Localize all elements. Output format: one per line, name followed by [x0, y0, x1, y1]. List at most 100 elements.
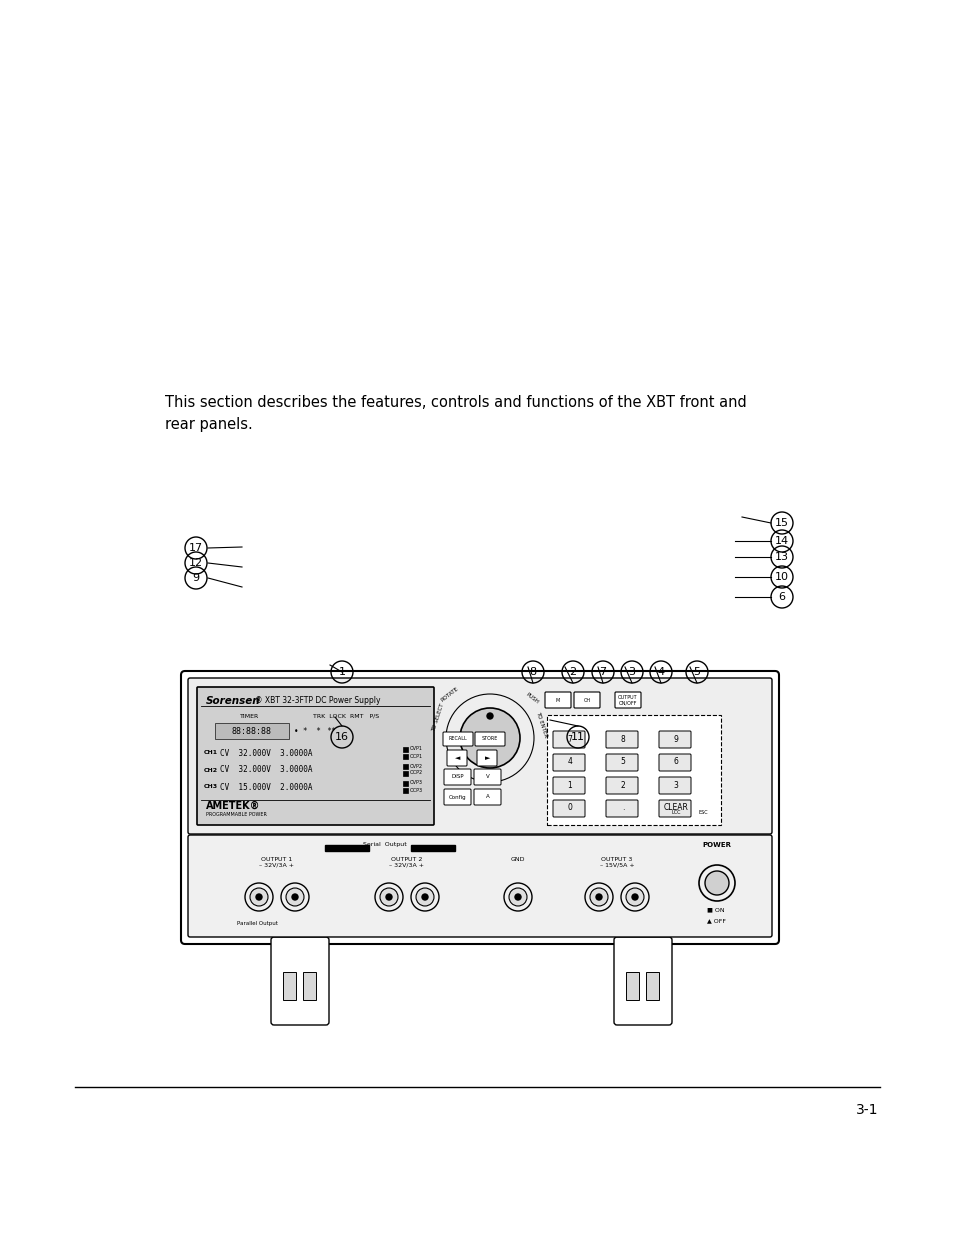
Text: V: V	[486, 774, 489, 779]
Text: OUTPUT 2
– 32V/3A +: OUTPUT 2 – 32V/3A +	[389, 857, 424, 868]
Text: ◄: ◄	[455, 755, 460, 761]
Text: 7: 7	[598, 667, 606, 677]
Bar	[402, 781, 408, 785]
FancyBboxPatch shape	[196, 687, 434, 825]
FancyBboxPatch shape	[544, 692, 571, 708]
FancyBboxPatch shape	[271, 937, 329, 1025]
Text: ROTATE: ROTATE	[439, 685, 459, 703]
Text: GND: GND	[510, 857, 525, 862]
Text: OVP1: OVP1	[410, 746, 422, 752]
FancyBboxPatch shape	[614, 937, 671, 1025]
FancyBboxPatch shape	[553, 755, 584, 771]
FancyBboxPatch shape	[475, 732, 504, 746]
Text: 0: 0	[567, 804, 572, 813]
Text: LCC: LCC	[671, 809, 680, 815]
Circle shape	[589, 888, 607, 906]
Bar	[303, 972, 315, 1000]
Text: 9: 9	[193, 573, 199, 583]
Text: ▲ OFF: ▲ OFF	[706, 919, 725, 924]
Bar	[411, 845, 455, 851]
Circle shape	[421, 894, 428, 900]
Text: 6: 6	[673, 757, 678, 767]
FancyBboxPatch shape	[442, 732, 473, 746]
Text: ►: ►	[485, 755, 490, 761]
Text: CV  15.000V  2.0000A: CV 15.000V 2.0000A	[220, 783, 313, 792]
FancyBboxPatch shape	[188, 835, 771, 937]
Circle shape	[625, 888, 643, 906]
Text: 9: 9	[673, 735, 678, 743]
Text: CH3: CH3	[204, 784, 218, 789]
Text: OVP2: OVP2	[410, 763, 422, 768]
Text: OCP3: OCP3	[410, 788, 423, 793]
Text: 3-1: 3-1	[855, 1103, 877, 1116]
Text: CH2: CH2	[204, 767, 218, 773]
Text: 3: 3	[628, 667, 635, 677]
FancyBboxPatch shape	[553, 777, 584, 794]
Text: OUTPUT 3
– 15V/5A +: OUTPUT 3 – 15V/5A +	[599, 857, 634, 868]
FancyBboxPatch shape	[214, 722, 289, 739]
FancyBboxPatch shape	[605, 731, 638, 748]
Circle shape	[255, 894, 262, 900]
Circle shape	[459, 708, 519, 768]
Text: TO SELECT: TO SELECT	[431, 703, 444, 732]
Circle shape	[509, 888, 526, 906]
Text: CV  32.000V  3.0000A: CV 32.000V 3.0000A	[220, 766, 313, 774]
Text: 5: 5	[693, 667, 700, 677]
Text: TRK  LOCK  RMT   P/S: TRK LOCK RMT P/S	[313, 714, 378, 719]
Circle shape	[416, 888, 434, 906]
Text: AMETEK®: AMETEK®	[206, 802, 260, 811]
FancyBboxPatch shape	[659, 755, 690, 771]
Text: 8: 8	[529, 667, 536, 677]
Text: 11: 11	[571, 732, 584, 742]
Text: A: A	[486, 794, 489, 799]
FancyBboxPatch shape	[615, 692, 640, 708]
Bar	[625, 972, 639, 1000]
Text: 4: 4	[567, 757, 572, 767]
FancyBboxPatch shape	[553, 731, 584, 748]
Text: OCP2: OCP2	[410, 771, 423, 776]
Text: 14: 14	[774, 536, 788, 546]
Text: OVP3: OVP3	[410, 781, 422, 785]
Text: DISP: DISP	[451, 774, 464, 779]
FancyBboxPatch shape	[443, 789, 471, 805]
Text: 2: 2	[620, 781, 625, 789]
Bar	[402, 764, 408, 769]
FancyBboxPatch shape	[476, 750, 497, 766]
Bar	[402, 771, 408, 776]
Circle shape	[250, 888, 268, 906]
FancyBboxPatch shape	[447, 750, 467, 766]
Text: Parallel Output: Parallel Output	[236, 920, 277, 925]
FancyBboxPatch shape	[659, 731, 690, 748]
Circle shape	[386, 894, 392, 900]
Circle shape	[379, 888, 397, 906]
Text: 88:88:88: 88:88:88	[232, 726, 272, 736]
FancyBboxPatch shape	[546, 715, 720, 825]
Text: ESC: ESC	[698, 809, 707, 815]
Text: 10: 10	[774, 572, 788, 582]
Text: M: M	[556, 698, 559, 703]
FancyBboxPatch shape	[553, 800, 584, 818]
Bar	[645, 972, 659, 1000]
Text: CV  32.000V  3.0000A: CV 32.000V 3.0000A	[220, 748, 313, 757]
Text: 16: 16	[335, 732, 349, 742]
FancyBboxPatch shape	[181, 671, 779, 944]
Bar	[402, 755, 408, 760]
Text: OUTPUT
ON/OFF: OUTPUT ON/OFF	[618, 694, 638, 705]
Circle shape	[515, 894, 520, 900]
Text: 12: 12	[189, 558, 203, 568]
Text: 17: 17	[189, 543, 203, 553]
Text: PROGRAMMABLE POWER: PROGRAMMABLE POWER	[206, 811, 267, 816]
Bar	[325, 845, 369, 851]
Text: 3: 3	[673, 781, 678, 789]
Text: 15: 15	[774, 517, 788, 529]
Circle shape	[486, 713, 493, 719]
Text: OUTPUT 1
– 32V/3A +: OUTPUT 1 – 32V/3A +	[259, 857, 294, 868]
Text: 6: 6	[778, 592, 784, 601]
Text: OCP1: OCP1	[410, 753, 423, 758]
Text: .: .	[621, 804, 623, 813]
FancyBboxPatch shape	[474, 769, 500, 785]
Circle shape	[631, 894, 638, 900]
FancyBboxPatch shape	[659, 800, 690, 818]
Text: RECALL: RECALL	[448, 736, 467, 741]
Text: Sorensen: Sorensen	[206, 697, 260, 706]
